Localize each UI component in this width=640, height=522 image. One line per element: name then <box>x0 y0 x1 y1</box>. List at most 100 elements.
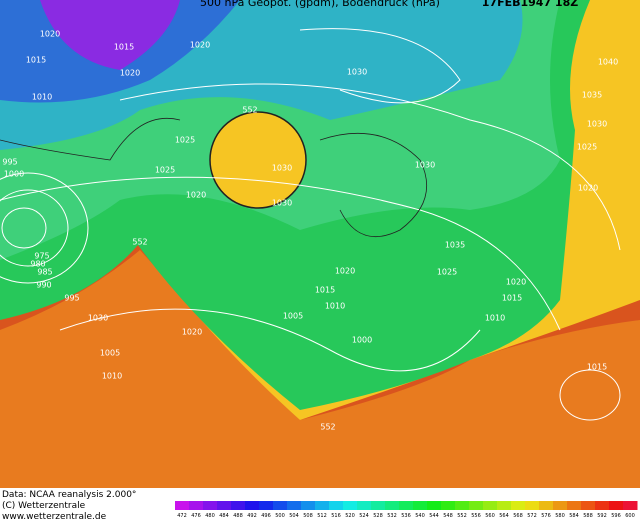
colorbar-label: 520 <box>345 513 355 519</box>
colorbar-swatch <box>217 501 232 510</box>
isobar-label: 1020 <box>506 278 526 287</box>
copyright: (C) Wetterzentrale <box>2 501 86 511</box>
isobar-label: 1005 <box>100 349 120 358</box>
source: Data: NCAA reanalysis 2.000° <box>2 490 136 500</box>
isobar-label: 990 <box>36 281 51 290</box>
isobar-label: 1025 <box>155 166 175 175</box>
isobar-label: 1015 <box>315 286 335 295</box>
colorbar-swatch <box>483 501 498 510</box>
isobar-label: 1025 <box>577 143 597 152</box>
isobar-label: 1030 <box>415 161 435 170</box>
colorbar-label: 544 <box>429 513 439 519</box>
colorbar-label: 560 <box>485 513 495 519</box>
isobar-label: 1035 <box>445 241 465 250</box>
colorbar-label: 556 <box>471 513 481 519</box>
isobar-label: 1020 <box>186 191 206 200</box>
isobar-label: 1000 <box>352 336 372 345</box>
colorbar-swatch <box>259 501 274 510</box>
isobar-label: 1025 <box>437 268 457 277</box>
colorbar-swatch <box>595 501 610 510</box>
colorbar-swatch <box>581 501 596 510</box>
isobar-label: 975 <box>34 252 49 261</box>
colorbar-label: 508 <box>303 513 313 519</box>
colorbar-label: 528 <box>373 513 383 519</box>
colorbar-label: 512 <box>317 513 327 519</box>
isobar-label: 1030 <box>88 314 108 323</box>
colorbar-label: 488 <box>233 513 243 519</box>
colorbar-label: 524 <box>359 513 369 519</box>
map-title: 500 hPa Geopot. (gpdm), Bodendruck (hPa) <box>200 0 440 9</box>
isobar-label: 1040 <box>598 58 618 67</box>
colorbar-label: 484 <box>219 513 229 519</box>
isobar-label: 1020 <box>578 184 598 193</box>
colorbar-swatch <box>455 501 470 510</box>
isobar-label: 1015 <box>502 294 522 303</box>
isobar-label: 1000 <box>4 170 24 179</box>
colorbar-swatch <box>567 501 582 510</box>
colorbar-swatch <box>427 501 442 510</box>
isobar-label: 995 <box>64 294 79 303</box>
colorbar-label: 552 <box>457 513 467 519</box>
colorbar-swatch <box>413 501 428 510</box>
colorbar-swatch <box>203 501 218 510</box>
isobar-label: 1025 <box>175 136 195 145</box>
colorbar-label: 492 <box>247 513 257 519</box>
colorbar-swatch <box>385 501 400 510</box>
colorbar-swatch <box>469 501 484 510</box>
colorbar-label: 504 <box>289 513 299 519</box>
colorbar-swatch <box>623 501 638 510</box>
colorbar-swatch <box>175 501 190 510</box>
isobar-label: 1020 <box>335 267 355 276</box>
colorbar-label: 580 <box>555 513 565 519</box>
isobar-label: 1010 <box>325 302 345 311</box>
url: www.wetterzentrale.de <box>2 512 107 522</box>
colorbar-label: 588 <box>583 513 593 519</box>
isobar-label: 1015 <box>114 43 134 52</box>
map-date: 17FEB1947 18Z <box>482 0 578 9</box>
colorbar-label: 540 <box>415 513 425 519</box>
colorbar-label: 516 <box>331 513 341 519</box>
colorbar-label: 564 <box>499 513 509 519</box>
colorbar-label: 584 <box>569 513 579 519</box>
colorbar-label: 532 <box>387 513 397 519</box>
isobar-label: 1010 <box>102 372 122 381</box>
isobar-label: 985 <box>37 268 52 277</box>
colorbar-label: 480 <box>205 513 215 519</box>
colorbar-label: 576 <box>541 513 551 519</box>
isobar-label: 995 <box>2 158 17 167</box>
isobar-label: 1030 <box>587 120 607 129</box>
colorbar-label: 496 <box>261 513 271 519</box>
colorbar-swatch <box>315 501 330 510</box>
colorbar-label: 572 <box>527 513 537 519</box>
colorbar-label: 596 <box>611 513 621 519</box>
colorbar-swatch <box>609 501 624 510</box>
colorbar-swatch <box>273 501 288 510</box>
colorbar-label: 548 <box>443 513 453 519</box>
colorbar-label: 600 <box>625 513 635 519</box>
isobar-label: 1035 <box>582 91 602 100</box>
colorbar-swatch <box>371 501 386 510</box>
colorbar-swatch <box>553 501 568 510</box>
colorbar-swatch <box>497 501 512 510</box>
isobar-label: 1030 <box>347 68 367 77</box>
isobar-label: 1010 <box>32 93 52 102</box>
isobar-label: 552 <box>132 238 147 247</box>
colorbar-swatch <box>357 501 372 510</box>
isobar-label: 552 <box>320 423 335 432</box>
isobar-label: 1020 <box>120 69 140 78</box>
isobar-label: 1020 <box>40 30 60 39</box>
colorbar-swatch <box>525 501 540 510</box>
colorbar-swatch <box>441 501 456 510</box>
colorbar-swatch <box>287 501 302 510</box>
isobar-label: 1010 <box>485 314 505 323</box>
map: 1020 1015 1010 1015 1020 1020 552 1030 1030 1025 1… <box>0 0 640 488</box>
colorbar-label: 476 <box>191 513 201 519</box>
colorbar-swatch <box>511 501 526 510</box>
colorbar-swatch <box>189 501 204 510</box>
colorbar-label: 568 <box>513 513 523 519</box>
colorbar-label: 536 <box>401 513 411 519</box>
colorbar-swatch <box>245 501 260 510</box>
isobar-label: 1020 <box>182 328 202 337</box>
isobar-label: 1030 <box>272 199 292 208</box>
